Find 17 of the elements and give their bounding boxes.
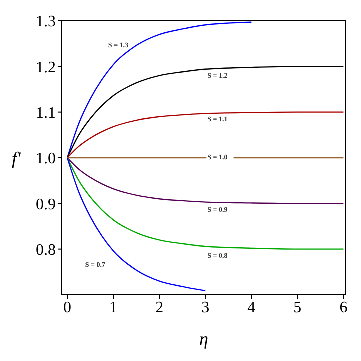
y-axis-title: f′ <box>12 148 22 168</box>
y-tick-label: 1.0 <box>36 150 56 168</box>
y-tick-label: 1.2 <box>36 59 56 76</box>
y-tick-label: 0.8 <box>36 242 56 260</box>
x-tick-label: 5 <box>294 299 302 316</box>
x-tick-label: 6 <box>340 299 348 316</box>
line-series <box>66 112 344 159</box>
y-tick-label: 1.3 <box>36 14 56 31</box>
x-tick-label: 2 <box>156 299 164 316</box>
x-axis-title: η <box>200 329 209 349</box>
x-tick-label: 3 <box>202 299 210 316</box>
x-tick-label: 4 <box>248 299 256 316</box>
y-tick-label: 0.9 <box>36 196 56 214</box>
line-series <box>66 66 344 159</box>
y-tick-label: 1.1 <box>36 105 56 122</box>
x-tick-label: 0 <box>64 299 72 316</box>
x-tick-label: 1 <box>110 299 118 316</box>
